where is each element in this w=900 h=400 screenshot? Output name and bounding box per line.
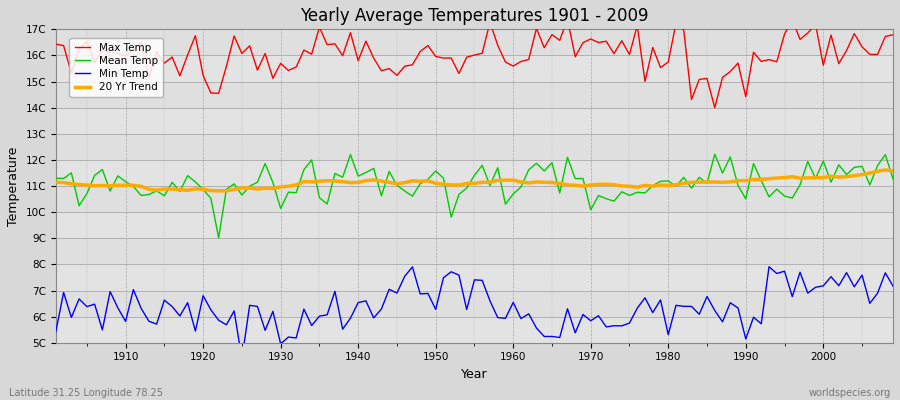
Legend: Max Temp, Mean Temp, Min Temp, 20 Yr Trend: Max Temp, Mean Temp, Min Temp, 20 Yr Tre…	[69, 38, 163, 98]
Min Temp	[237, 356, 248, 361]
Bar	[56, 238, 893, 264]
Max Temp	[887, 32, 898, 37]
Text: Latitude 31.25 Longitude 78.25: Latitude 31.25 Longitude 78.25	[9, 388, 163, 398]
Bar	[56, 29, 893, 56]
Max Temp	[709, 105, 720, 110]
Min Temp	[763, 264, 774, 269]
Bar	[56, 56, 893, 82]
Min Temp	[516, 316, 526, 321]
Bar	[56, 317, 893, 343]
Line: Max Temp: Max Temp	[56, 19, 893, 108]
Mean Temp	[887, 177, 898, 182]
Min Temp	[112, 306, 123, 310]
20 Yr Trend	[887, 168, 898, 173]
Max Temp	[112, 51, 123, 56]
Mean Temp	[50, 176, 61, 181]
Bar	[56, 186, 893, 212]
Min Temp	[887, 284, 898, 288]
Y-axis label: Temperature: Temperature	[7, 146, 20, 226]
Max Temp	[508, 64, 518, 68]
Bar	[56, 290, 893, 317]
Min Temp	[508, 300, 518, 305]
Bar	[56, 82, 893, 108]
20 Yr Trend	[516, 180, 526, 184]
Line: 20 Yr Trend: 20 Yr Trend	[56, 170, 893, 191]
Bar	[56, 212, 893, 238]
Max Temp	[283, 68, 293, 73]
Bar	[56, 264, 893, 290]
Mean Temp	[338, 175, 348, 180]
Mean Temp	[709, 152, 720, 156]
Text: worldspecies.org: worldspecies.org	[809, 388, 891, 398]
20 Yr Trend	[338, 179, 348, 184]
20 Yr Trend	[291, 182, 302, 187]
Bar	[56, 108, 893, 134]
Mean Temp	[516, 185, 526, 190]
X-axis label: Year: Year	[461, 368, 488, 381]
Min Temp	[50, 329, 61, 334]
20 Yr Trend	[608, 182, 619, 187]
Line: Min Temp: Min Temp	[56, 267, 893, 359]
Min Temp	[608, 323, 619, 328]
20 Yr Trend	[50, 180, 61, 185]
20 Yr Trend	[508, 178, 518, 182]
Max Temp	[500, 60, 511, 64]
Bar	[56, 134, 893, 160]
Mean Temp	[291, 190, 302, 195]
20 Yr Trend	[880, 168, 891, 172]
20 Yr Trend	[213, 188, 224, 193]
Max Temp	[50, 42, 61, 46]
Mean Temp	[508, 192, 518, 196]
Mean Temp	[213, 236, 224, 240]
Bar	[56, 160, 893, 186]
Title: Yearly Average Temperatures 1901 - 2009: Yearly Average Temperatures 1901 - 2009	[301, 7, 649, 25]
Min Temp	[338, 327, 348, 332]
Max Temp	[608, 51, 619, 56]
Max Temp	[562, 17, 573, 22]
Mean Temp	[112, 174, 123, 178]
Min Temp	[291, 336, 302, 340]
20 Yr Trend	[112, 183, 123, 188]
Mean Temp	[608, 199, 619, 204]
Max Temp	[329, 42, 340, 46]
Line: Mean Temp: Mean Temp	[56, 154, 893, 238]
